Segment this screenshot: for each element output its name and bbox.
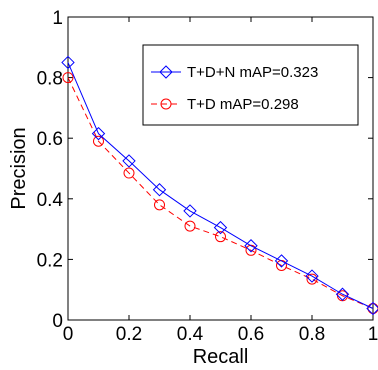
data-point — [366, 301, 378, 316]
data-point — [91, 126, 106, 141]
legend-marker — [159, 65, 173, 79]
x-tick-label: 0 — [63, 324, 74, 345]
data-point — [213, 220, 228, 235]
y-tick-label: 0.4 — [37, 190, 64, 211]
y-tick-label: 0.6 — [37, 129, 63, 150]
data-point — [123, 167, 135, 179]
series-2 — [62, 72, 378, 314]
legend-entry-label: T+D+N mAP=0.323 — [187, 64, 318, 81]
legend-marker — [160, 98, 172, 110]
data-point — [152, 183, 167, 197]
series-group — [61, 55, 378, 316]
data-point — [93, 135, 104, 147]
data-point — [215, 231, 226, 243]
data-point — [335, 287, 350, 301]
x-tick-label: 0.2 — [116, 324, 142, 345]
data-point — [61, 55, 75, 70]
y-tick-label: 1 — [52, 8, 63, 29]
x-tick-label: 0.4 — [177, 324, 204, 345]
data-point — [183, 204, 197, 218]
data-point — [122, 154, 136, 168]
y-tick-label: 0.8 — [37, 69, 63, 90]
y-tick-label: 0.2 — [37, 250, 63, 271]
data-point — [154, 199, 165, 211]
legend-box — [142, 44, 359, 126]
data-point — [305, 269, 319, 283]
legend: T+D+N mAP=0.323 T+D mAP=0.298 — [142, 44, 359, 126]
x-tick-label: 0.8 — [299, 324, 325, 345]
data-point — [244, 239, 258, 253]
series-1 — [61, 55, 378, 316]
data-point — [62, 72, 74, 84]
y-tick-label: 0 — [52, 311, 63, 332]
y-axis-title: Precision — [8, 127, 30, 209]
x-axis-title: Recall — [193, 346, 249, 368]
data-point — [184, 220, 196, 232]
series-line — [67, 77, 374, 309]
x-tick-label: 1 — [368, 324, 378, 345]
tick-labels: 0 0.2 0.4 0.6 0.8 1 0 0.2 0.4 0.6 0.8 1 — [37, 8, 378, 345]
legend-entry-label: T+D mAP=0.298 — [187, 96, 299, 113]
data-point — [367, 302, 378, 314]
series-line — [67, 62, 374, 309]
data-point — [274, 254, 289, 268]
x-tick-label: 0.6 — [238, 324, 264, 345]
